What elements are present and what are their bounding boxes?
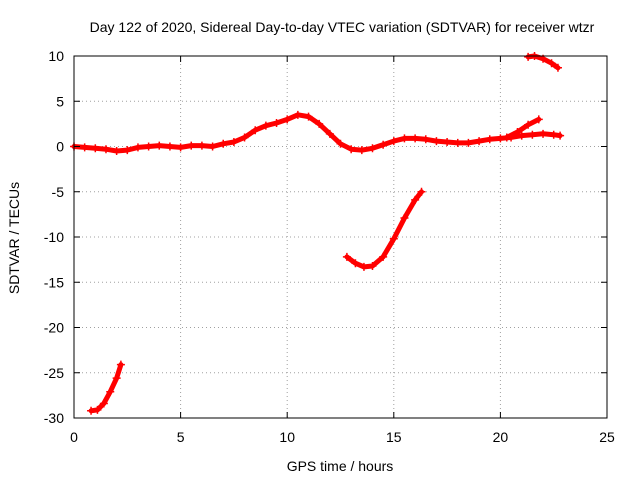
data-point <box>197 141 206 150</box>
x-tick-label: 0 <box>70 429 78 445</box>
x-tick-label: 10 <box>279 429 295 445</box>
data-point <box>389 137 398 146</box>
data-point <box>112 147 121 156</box>
data-point <box>87 406 96 415</box>
data-point <box>304 112 313 121</box>
data-point <box>368 144 377 153</box>
y-tick-label: -25 <box>44 365 64 381</box>
data-point <box>144 142 153 151</box>
data-point <box>315 119 324 128</box>
data-point <box>347 145 356 154</box>
data-point <box>524 52 533 61</box>
data-point <box>261 121 270 130</box>
data-point <box>524 120 533 129</box>
data-point <box>116 360 125 369</box>
data-point <box>351 259 360 268</box>
data-point <box>539 129 548 138</box>
series-arc-2 <box>502 115 543 142</box>
data-point <box>400 213 409 222</box>
data-point <box>547 59 556 68</box>
x-axis-label: GPS time / hours <box>287 458 394 474</box>
data-point <box>421 135 430 144</box>
data-point <box>91 144 100 153</box>
data-point <box>240 133 249 142</box>
data-point <box>534 115 543 124</box>
y-tick-label: -30 <box>44 410 64 426</box>
data-point <box>556 131 565 140</box>
data-point <box>133 143 142 152</box>
data-point <box>219 139 228 148</box>
data-point <box>549 130 558 139</box>
x-tick-label: 5 <box>177 429 185 445</box>
data-point <box>411 195 420 204</box>
data-point <box>475 137 484 146</box>
tick-layer: 0 5 10 15 20 25 10 5 0 -5 -10 -15 -20 -25 -30 <box>44 48 615 445</box>
data-point <box>368 261 377 270</box>
y-tick-label: 5 <box>56 93 64 109</box>
data-point <box>272 118 281 127</box>
data-point <box>229 137 238 146</box>
data-point <box>106 387 115 396</box>
x-tick-label: 20 <box>493 429 509 445</box>
data-point <box>513 128 522 137</box>
series-arc-4 <box>342 187 426 271</box>
y-tick-label: -10 <box>44 229 64 245</box>
data-point <box>123 146 132 155</box>
data-point <box>453 138 462 147</box>
chart-title: Day 122 of 2020, Sidereal Day-to-day VTE… <box>90 19 595 35</box>
data-point <box>389 234 398 243</box>
data-point <box>417 187 426 196</box>
data-point <box>553 63 562 72</box>
data-point <box>502 133 511 142</box>
data-point <box>187 141 196 150</box>
data-point <box>528 130 537 139</box>
data-point <box>357 146 366 155</box>
data-point <box>293 110 302 119</box>
data-point <box>176 143 185 152</box>
y-tick-label: 0 <box>56 139 64 155</box>
data-point <box>411 134 420 143</box>
data-point <box>325 129 334 138</box>
data-point <box>101 145 110 154</box>
series-trace <box>504 116 542 140</box>
data-point <box>80 143 89 152</box>
data-point <box>379 252 388 261</box>
data-point <box>336 139 345 148</box>
y-axis-label: SDTVAR / TECUs <box>6 182 22 294</box>
data-point <box>443 137 452 146</box>
data-point <box>93 405 102 414</box>
data-point <box>208 142 217 151</box>
data-point <box>112 374 121 383</box>
data-point <box>485 135 494 144</box>
data-point <box>432 137 441 146</box>
data-point <box>99 399 108 408</box>
x-tick-label: 15 <box>386 429 402 445</box>
data-point <box>251 126 260 135</box>
data-point <box>359 262 368 271</box>
y-tick-label: -15 <box>44 274 64 290</box>
x-tick-label: 25 <box>599 429 615 445</box>
y-tick-label: 10 <box>48 48 64 64</box>
y-tick-label: -5 <box>52 184 65 200</box>
data-point <box>165 142 174 151</box>
data-point <box>517 131 526 140</box>
data-point <box>155 141 164 150</box>
data-point <box>496 134 505 143</box>
data-point <box>400 134 409 143</box>
data-point <box>342 252 351 261</box>
data-point <box>379 140 388 149</box>
data-point <box>283 115 292 124</box>
series-arc-5 <box>87 360 125 415</box>
y-tick-label: -20 <box>44 320 64 336</box>
data-point <box>464 138 473 147</box>
